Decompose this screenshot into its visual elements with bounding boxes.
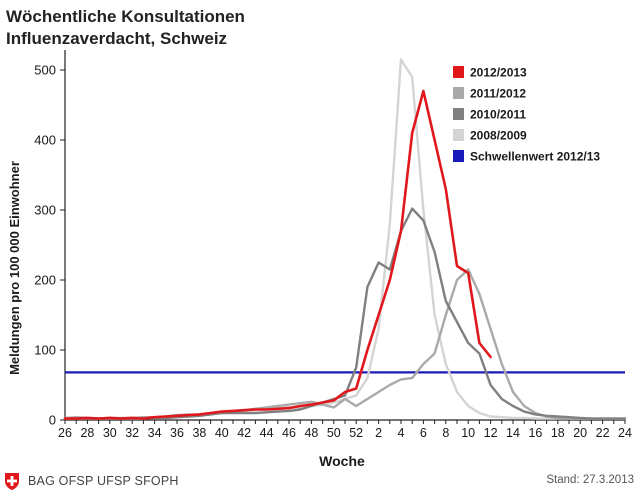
x-axis-label: Woche	[319, 453, 365, 469]
x-tick-label: 32	[125, 426, 139, 440]
y-tick-label: 500	[34, 63, 56, 78]
legend-swatch	[453, 87, 464, 99]
x-tick-label: 8	[442, 426, 449, 440]
series-line-2012-2013	[63, 89, 492, 420]
x-tick-label: 52	[349, 426, 363, 440]
x-tick-label: 40	[215, 426, 229, 440]
chart-title-line1: Wöchentliche Konsultationen	[6, 7, 245, 26]
x-tick-label: 2	[375, 426, 382, 440]
legend-swatch	[453, 108, 464, 120]
legend-swatch	[453, 150, 464, 162]
y-tick-label: 0	[49, 413, 56, 428]
x-tick-label: 26	[58, 426, 72, 440]
x-tick-label: 20	[573, 426, 587, 440]
source-label: BAG OFSP UFSP SFOPH	[28, 474, 179, 488]
x-tick-label: 30	[103, 426, 117, 440]
swiss-cross-icon	[2, 471, 22, 491]
x-tick-label: 10	[461, 426, 475, 440]
series-line-2008-2009	[63, 58, 627, 420]
y-tick-label: 400	[34, 133, 56, 148]
footer-source: BAG OFSP UFSP SFOPH	[2, 470, 179, 492]
legend-label: 2012/2013	[470, 66, 527, 80]
x-tick-label: 50	[327, 426, 341, 440]
chart-title-line2: Influenzaverdacht, Schweiz	[6, 29, 228, 48]
chart-title: Wöchentliche Konsultationen Influenzaver…	[6, 6, 245, 50]
stand-date: Stand: 27.3.2013	[546, 474, 634, 486]
x-tick-label: 24	[618, 426, 632, 440]
y-axis-label: Meldungen pro 100 000 Einwohner	[7, 161, 22, 375]
x-tick-label: 44	[260, 426, 274, 440]
legend-swatch	[453, 129, 464, 141]
legend-label: 2011/2012	[470, 87, 526, 101]
legend-label: 2008/2009	[470, 129, 527, 143]
chart-legend: 2012/2013 2011/2012 2010/2011 2008/2009 Schw…	[453, 66, 600, 164]
legend-swatch	[453, 66, 464, 78]
series-line-2010-2011	[63, 207, 627, 420]
x-tick-label: 42	[237, 426, 251, 440]
x-tick-label: 4	[398, 426, 405, 440]
series-layer	[63, 58, 627, 420]
y-tick-label: 100	[34, 343, 56, 358]
x-tick-label: 46	[282, 426, 296, 440]
y-tick-label: 300	[34, 203, 56, 218]
x-tick-label: 18	[551, 426, 565, 440]
x-tick-label: 16	[528, 426, 542, 440]
y-tick-label: 200	[34, 273, 56, 288]
x-tick-label: 6	[420, 426, 427, 440]
x-tick-label: 48	[304, 426, 318, 440]
x-tick-label: 28	[80, 426, 94, 440]
x-tick-label: 12	[484, 426, 498, 440]
x-tick-label: 38	[192, 426, 206, 440]
legend-label: 2010/2011	[470, 108, 526, 122]
x-tick-label: 34	[148, 426, 162, 440]
legend-label: Schwellenwert 2012/13	[470, 150, 600, 164]
x-tick-label: 14	[506, 426, 520, 440]
x-tick-label: 36	[170, 426, 184, 440]
x-tick-label: 22	[596, 426, 610, 440]
